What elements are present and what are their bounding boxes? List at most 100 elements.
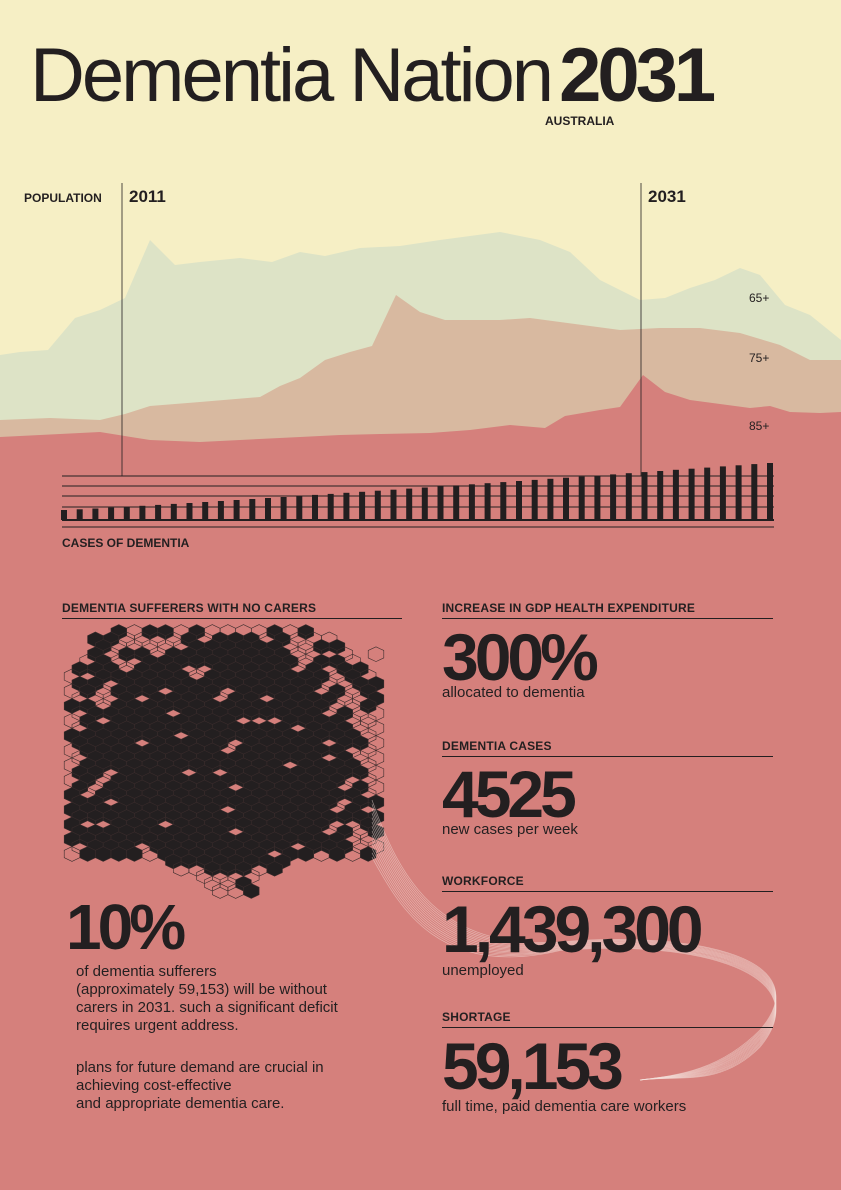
- stat-caption-workforce: unemployed: [442, 962, 524, 979]
- hexagon: [367, 705, 385, 722]
- ribbon-line: [371, 817, 776, 1081]
- case-bar: [672, 469, 679, 520]
- case-bar: [578, 476, 585, 520]
- stat-heading-cases: DEMENTIA CASES: [442, 739, 773, 757]
- case-bar: [751, 464, 758, 520]
- case-bar: [139, 505, 146, 520]
- ribbon-line: [371, 813, 776, 1081]
- cases-grid: [62, 475, 774, 508]
- hexagon: [367, 720, 385, 736]
- stat-value-shortage: 59,153: [442, 1029, 624, 1103]
- case-bar: [610, 474, 617, 520]
- case-bar: [531, 479, 538, 520]
- case-bar: [704, 467, 711, 520]
- paragraph-line: (approximately 59,153) will be without: [76, 981, 327, 998]
- carers-big-number: 10%: [66, 891, 186, 963]
- case-bar: [61, 510, 67, 520]
- start-year-label: 2011: [129, 187, 166, 206]
- case-bar: [343, 492, 350, 520]
- ribbon-line: [371, 848, 776, 1081]
- tier-65-label: 65+: [749, 291, 770, 305]
- case-bar: [202, 502, 209, 520]
- hexagon: [367, 646, 385, 662]
- stat-heading-workforce: WORKFORCE: [442, 874, 773, 892]
- case-bar: [735, 465, 742, 520]
- carers-paragraph-1: of dementia sufferers (approximately 59,…: [76, 963, 406, 1035]
- paragraph-line: achieving cost-effective: [76, 1077, 232, 1094]
- case-bar: [688, 468, 695, 520]
- hexagon: [297, 624, 314, 640]
- hexagon: [360, 831, 377, 847]
- case-bar: [76, 509, 83, 520]
- case-bar: [594, 475, 601, 520]
- ribbon-line: [371, 808, 776, 1081]
- case-bar: [108, 507, 115, 520]
- stat-value-gdp: 300%: [442, 620, 599, 694]
- hexagon: [360, 742, 377, 759]
- hexagon-cluster: [63, 624, 385, 899]
- cases-bars: [61, 463, 773, 520]
- case-bar: [249, 499, 256, 520]
- ribbon-line: [371, 839, 776, 1081]
- case-bar: [280, 497, 287, 520]
- case-bar: [625, 473, 632, 520]
- paragraph-line: requires urgent address.: [76, 1017, 239, 1034]
- carers-heading: DEMENTIA SUFFERERS WITH NO CARERS: [62, 601, 402, 619]
- case-bar: [516, 481, 522, 520]
- case-bar: [500, 482, 507, 520]
- stat-value-workforce: 1,439,300: [442, 892, 704, 966]
- title-year: 2031: [559, 33, 716, 118]
- stat-heading-shortage: SHORTAGE: [442, 1010, 773, 1028]
- case-bar: [170, 503, 177, 520]
- stat-value-cases: 4525: [442, 757, 577, 831]
- population-85-plus-area: [0, 375, 841, 1190]
- tier-75-label: 75+: [749, 351, 770, 365]
- ribbon-line: [371, 799, 776, 1081]
- hexagon: [367, 764, 385, 781]
- ribbon-line: [371, 826, 776, 1081]
- case-bar: [374, 490, 381, 520]
- case-bar: [217, 501, 224, 520]
- page-title: Dementia Nation 2031: [30, 38, 716, 114]
- case-bar: [155, 504, 162, 520]
- population-label: POPULATION: [24, 191, 102, 205]
- paragraph-line: of dementia sufferers: [76, 963, 217, 980]
- case-bar: [641, 472, 648, 520]
- title-text: Dementia Nation: [30, 33, 554, 118]
- ribbon-line: [371, 852, 776, 1081]
- ribbon-line: [371, 843, 776, 1081]
- case-bar: [406, 488, 413, 520]
- country-subtitle: AUSTRALIA: [545, 114, 615, 128]
- hexagon: [266, 861, 283, 877]
- case-bar: [186, 503, 193, 520]
- hexagon: [367, 779, 385, 796]
- case-bar: [484, 483, 491, 520]
- hexagon: [243, 883, 260, 899]
- tier-85-label: 85+: [749, 419, 770, 433]
- case-bar: [233, 500, 240, 520]
- case-bar: [468, 484, 475, 520]
- stat-heading-gdp: INCREASE IN GDP HEALTH EXPENDITURE: [442, 601, 773, 619]
- ribbon-line: [371, 821, 776, 1081]
- paragraph-line: plans for future demand are crucial in: [76, 1059, 324, 1076]
- case-bar: [547, 478, 554, 520]
- hexagon: [360, 698, 377, 714]
- case-bar: [563, 477, 569, 520]
- hexagon: [328, 639, 346, 655]
- case-bar: [92, 508, 99, 520]
- connector-ribbon: [371, 799, 776, 1081]
- hexagon: [360, 713, 377, 729]
- paragraph-line: and appropriate dementia care.: [76, 1095, 285, 1112]
- case-bar: [719, 466, 726, 520]
- case-bar: [296, 496, 303, 520]
- carers-paragraph-2: plans for future demand are crucial in a…: [76, 1059, 406, 1113]
- case-bar: [327, 493, 334, 520]
- case-bar: [767, 463, 773, 520]
- case-bar: [390, 489, 397, 520]
- stat-caption-gdp: allocated to dementia: [442, 684, 585, 701]
- case-bar: [421, 487, 428, 520]
- case-bar: [453, 485, 460, 520]
- case-bar: [312, 494, 318, 520]
- hexagon: [367, 735, 385, 751]
